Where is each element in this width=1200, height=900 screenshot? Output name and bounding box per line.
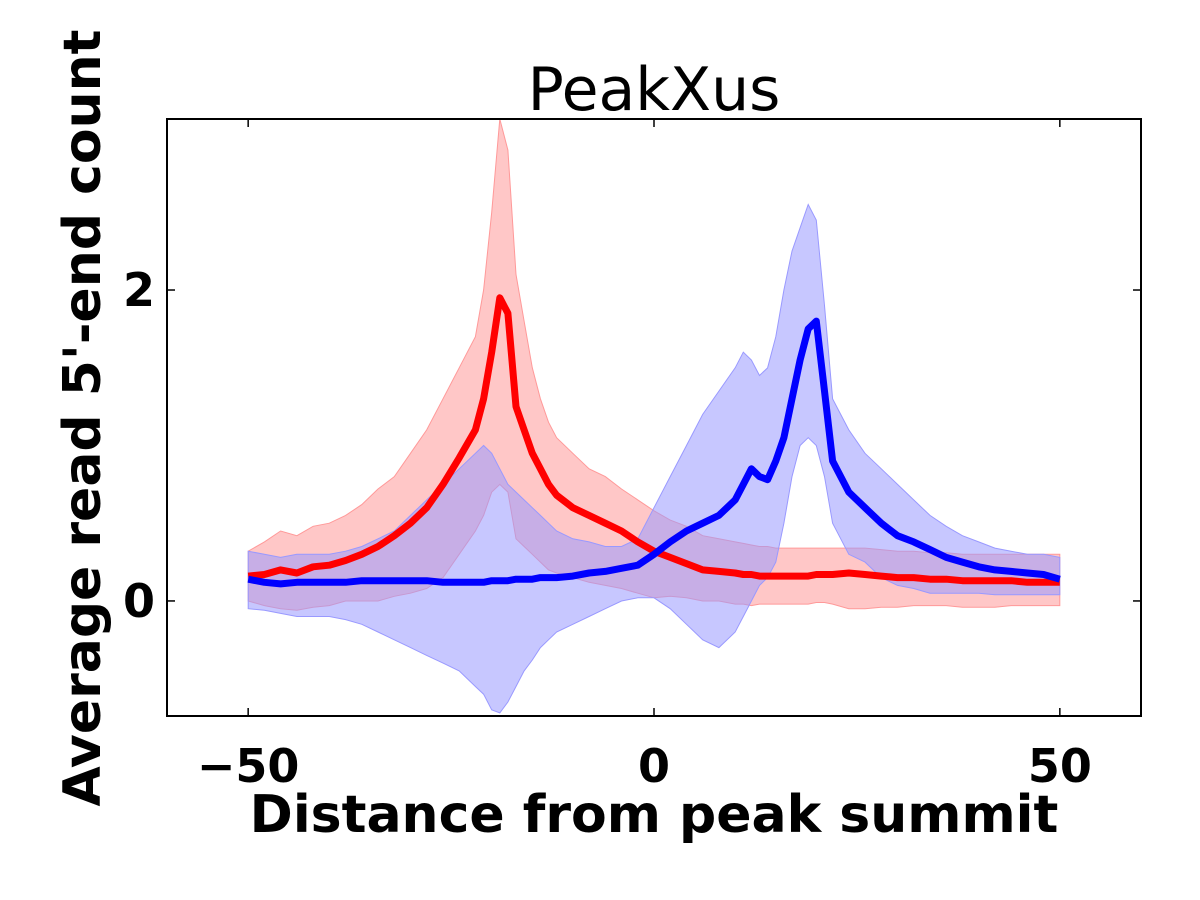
plot-area	[247, 119, 1061, 714]
x-axis-label: Distance from peak summit	[250, 785, 1059, 845]
y-tick-label: 2	[123, 263, 155, 317]
series-1-band	[247, 203, 1061, 714]
series-0-line	[247, 294, 1060, 586]
y-axis-label: Average read 5'-end count	[53, 30, 113, 807]
x-tick-label: 0	[638, 739, 670, 793]
x-tick-label: 50	[1028, 739, 1092, 793]
chart-title: PeakXus	[528, 55, 781, 125]
x-tick-label: −50	[197, 739, 300, 793]
y-tick-label: 0	[123, 574, 155, 628]
series-1-line	[247, 317, 1061, 588]
axis-ticks: −50 0 50 0 2	[123, 119, 1141, 793]
plot-frame	[166, 118, 1142, 717]
